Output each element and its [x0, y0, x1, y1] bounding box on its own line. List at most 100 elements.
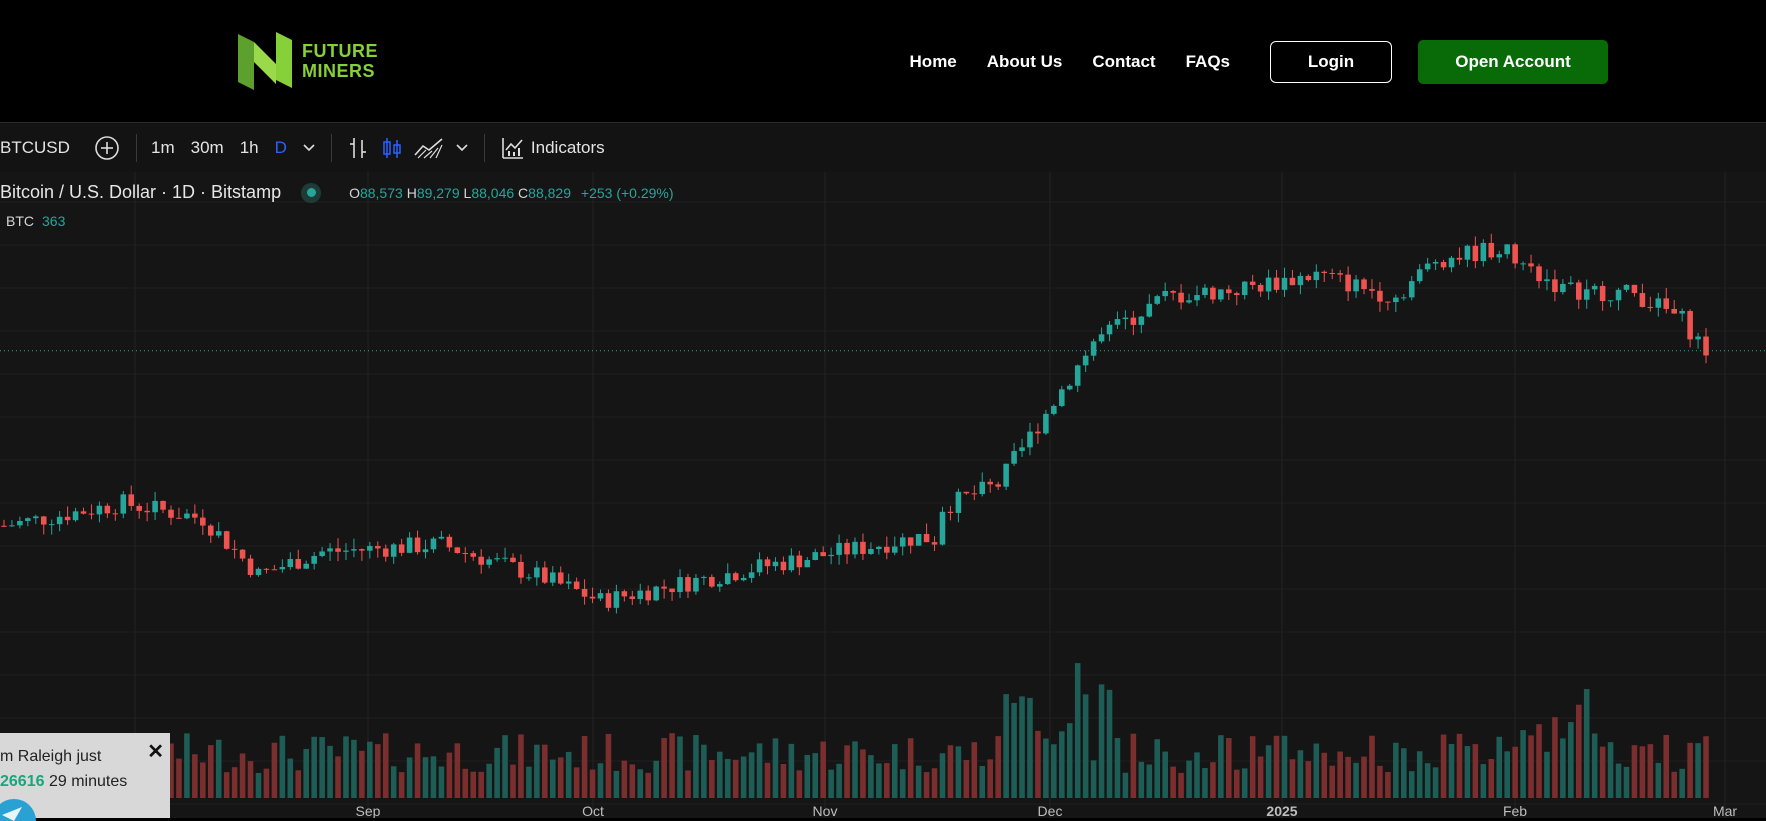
add-symbol-icon[interactable] — [94, 135, 120, 161]
nav-contact[interactable]: Contact — [1092, 52, 1156, 71]
candle-body — [486, 559, 492, 565]
candle-body — [907, 537, 914, 546]
volume-bar — [1019, 696, 1025, 798]
nav-about-us[interactable]: About Us — [986, 52, 1063, 71]
volume-bar — [844, 745, 850, 798]
candle-body — [939, 511, 946, 545]
nav-home[interactable]: Home — [909, 52, 957, 71]
volume-bar — [653, 760, 659, 798]
candle-body — [398, 544, 405, 553]
volume-bar — [375, 744, 381, 798]
candle-body — [1599, 285, 1606, 302]
volume-bar — [1066, 723, 1073, 798]
volume-bar — [1249, 736, 1256, 798]
bar-chart-icon[interactable] — [348, 136, 368, 160]
volume-bar — [1385, 772, 1391, 798]
volume-bar — [359, 750, 365, 798]
volume-bar — [192, 754, 198, 798]
login-button[interactable]: Login — [1270, 41, 1392, 83]
interval-1h[interactable]: 1h — [239, 137, 259, 157]
candle-body — [1456, 257, 1463, 260]
volume-bar — [963, 759, 970, 798]
interval-d[interactable]: D — [274, 137, 287, 157]
volume-bar — [351, 739, 357, 798]
volume-bar — [971, 742, 978, 798]
volume-bar — [510, 764, 516, 798]
candle-body — [1066, 385, 1073, 390]
market-status-icon — [301, 182, 322, 203]
candle-body — [1472, 245, 1479, 262]
volume-bar — [207, 745, 214, 798]
ohlc-values: O88,573 H89,279 L88,046 C88,829 +253 (+0… — [349, 185, 673, 201]
volume-bar — [1520, 730, 1526, 798]
candle-body — [287, 559, 294, 568]
volume-bar — [494, 747, 500, 798]
candle-body — [239, 549, 246, 559]
close-icon[interactable]: ✕ — [147, 741, 164, 763]
logo[interactable]: FUTURE MINERS — [236, 26, 416, 96]
candle-body — [1154, 296, 1161, 304]
volume-bar — [605, 733, 612, 798]
candle-body — [390, 544, 397, 557]
volume-bar — [1003, 694, 1009, 798]
interval-30m[interactable]: 30m — [190, 137, 224, 157]
volume-bar — [907, 738, 914, 798]
price-chart[interactable]: AugSepOctNovDec2025FebMar Bitcoin / U.S.… — [0, 172, 1766, 818]
indicators-button[interactable]: Indicators — [501, 136, 605, 160]
area-chart-icon[interactable] — [414, 137, 444, 159]
volume-bar — [1695, 743, 1701, 798]
candle-body — [454, 547, 461, 553]
volume-bar — [1321, 752, 1328, 798]
candle-body — [1003, 463, 1009, 487]
volume-bar — [581, 736, 588, 798]
interval-1m[interactable]: 1m — [151, 137, 175, 157]
volume-bar — [478, 771, 484, 798]
symbol-search[interactable]: BTCUSD — [0, 137, 70, 157]
volume-bar — [1154, 739, 1161, 798]
candles-icon[interactable] — [382, 136, 402, 160]
candle-body — [470, 553, 477, 557]
chevron-down-icon[interactable] — [456, 143, 468, 152]
volume-bar — [979, 765, 986, 798]
chevron-down-icon[interactable] — [303, 143, 315, 152]
candle-body — [48, 524, 55, 526]
candle-body — [1138, 316, 1145, 325]
site-header: FUTURE MINERS Home About Us Contact FAQs… — [0, 0, 1766, 123]
nav-faqs[interactable]: FAQs — [1185, 52, 1230, 71]
candle-body — [144, 510, 150, 513]
volume-bar — [1361, 756, 1367, 798]
candlestick-chart[interactable]: AugSepOctNovDec2025FebMar — [0, 172, 1766, 818]
candle-body — [1631, 284, 1638, 294]
volume-bar — [1218, 735, 1224, 798]
candle-body — [1385, 301, 1391, 303]
candle-body — [1146, 303, 1153, 317]
avatar-icon — [0, 799, 36, 821]
logo-line2: MINERS — [302, 61, 376, 81]
volume-bar — [884, 763, 890, 798]
indicators-label: Indicators — [530, 137, 605, 157]
candle-body — [1241, 281, 1248, 296]
open-account-button[interactable]: Open Account — [1418, 40, 1608, 84]
candle-body — [295, 559, 302, 569]
candle-body — [1440, 261, 1447, 268]
candle-body — [382, 548, 389, 557]
volume-bar — [1353, 762, 1359, 798]
volume-bar — [263, 768, 270, 798]
candle-body — [717, 584, 723, 587]
candle-body — [192, 513, 198, 518]
toolbar-divider — [136, 133, 137, 162]
candle-body — [430, 538, 437, 550]
candle-body — [40, 516, 47, 525]
volume-bar — [542, 744, 548, 798]
volume-bar — [701, 744, 707, 798]
notification-toast[interactable]: ✕ m Raleigh just 26616 29 minutes — [0, 733, 170, 821]
candle-body — [414, 537, 421, 553]
candle-body — [613, 591, 620, 608]
volume-bar — [876, 763, 882, 798]
volume-bar — [1043, 738, 1049, 798]
logo-line1: FUTURE — [302, 41, 378, 61]
candle-body — [215, 531, 222, 536]
candle-body — [327, 548, 333, 552]
volume-bar — [685, 770, 691, 798]
volume-bar — [613, 770, 620, 798]
